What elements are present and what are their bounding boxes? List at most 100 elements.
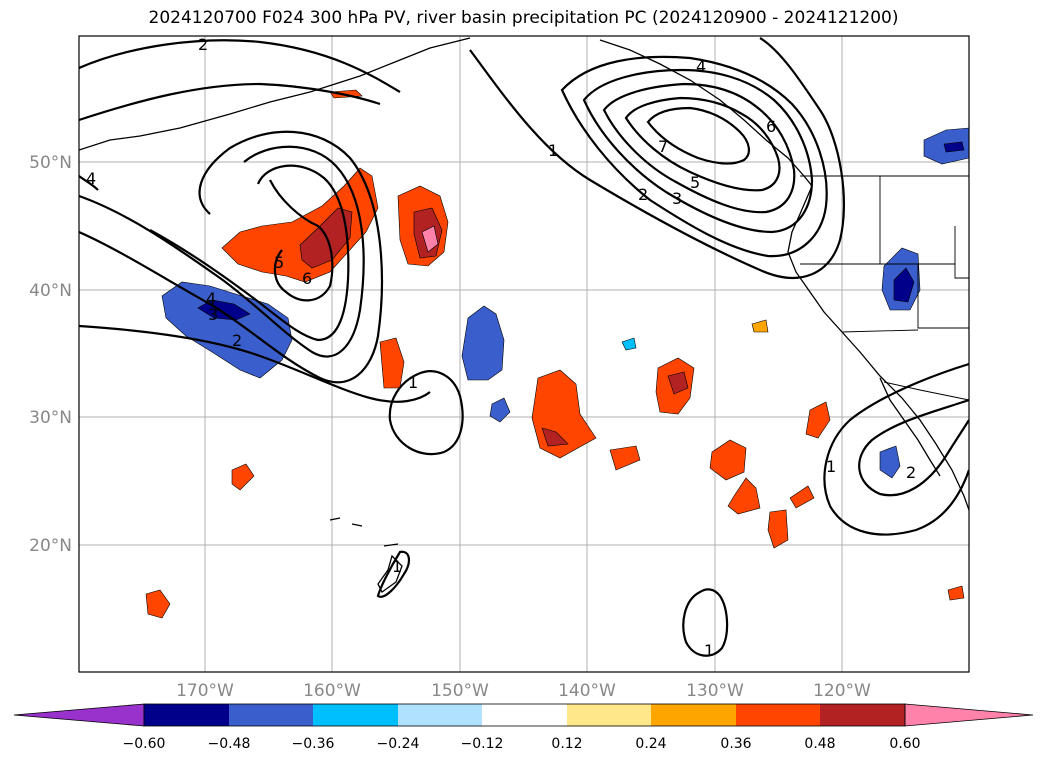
precip-patch-125w-small bbox=[751, 319, 769, 333]
pv-contour-sw-ring bbox=[79, 175, 99, 191]
pv-contour-hawaii-ring bbox=[376, 550, 410, 598]
colorbar-tick-label: −0.48 bbox=[208, 736, 251, 752]
longitude-labels: 170°W 160°W 150°W 140°W 130°W 120°W bbox=[176, 681, 871, 701]
precip-core-negative-113w bbox=[893, 267, 915, 303]
lat-label-40n: 40°N bbox=[29, 281, 72, 301]
precip-patch-110w bbox=[947, 585, 965, 601]
colorbar-tick-label: 0.48 bbox=[804, 736, 835, 752]
precip-patch-157w bbox=[379, 337, 405, 389]
contour-label: 1 bbox=[392, 557, 402, 576]
contour-label: 1 bbox=[704, 641, 714, 660]
precip-patch-negative-135w bbox=[621, 337, 637, 351]
colorbar-tick-label: 0.36 bbox=[720, 736, 751, 752]
precip-patch-negative-116w bbox=[879, 445, 901, 479]
colorbar-low-extension bbox=[13, 703, 145, 727]
colorbar-segment bbox=[482, 704, 567, 726]
contour-label: 2 bbox=[638, 185, 648, 204]
pv-contour-west-outer bbox=[79, 82, 381, 122]
pv-contour-west-ring-2 bbox=[79, 145, 365, 358]
latitude-labels: 50°N 40°N 30°N 20°N bbox=[29, 153, 72, 556]
precip-peak-155w bbox=[421, 225, 439, 253]
colorbar-tick-label: −0.24 bbox=[377, 736, 420, 752]
contour-label: 1 bbox=[826, 457, 836, 476]
contour-label: 4 bbox=[206, 289, 216, 308]
pv-contour-ne-3 bbox=[602, 82, 796, 214]
precip-patch-128w bbox=[709, 439, 747, 481]
colorbar-high-extension bbox=[904, 703, 1034, 727]
precip-patch-north-pacific bbox=[221, 167, 379, 283]
colorbar: −0.60 −0.48 −0.36 −0.24 −0.12 0.12 0.24 … bbox=[13, 703, 1034, 752]
pv-contour-west-1 bbox=[79, 324, 431, 403]
precip-patch-167w bbox=[231, 463, 255, 491]
contour-label: 5 bbox=[274, 253, 284, 272]
pv-contour-west-ring-1 bbox=[79, 130, 383, 384]
lon-label-150w: 150°W bbox=[431, 681, 489, 701]
precip-patch-122w bbox=[805, 401, 831, 439]
lon-label-160w: 160°W bbox=[303, 681, 361, 701]
border-state-lines bbox=[800, 176, 969, 333]
lon-label-130w: 130°W bbox=[686, 681, 744, 701]
contour-label: 2 bbox=[232, 331, 242, 350]
precip-patch-175w bbox=[145, 589, 171, 619]
colorbar-segment bbox=[736, 704, 820, 726]
colorbar-segment bbox=[229, 704, 313, 726]
coastline-hawaii bbox=[329, 517, 403, 593]
contour-label: 6 bbox=[766, 117, 776, 136]
pv-contour-se-outer bbox=[823, 362, 969, 536]
pv-contour-se-inner bbox=[858, 398, 969, 497]
lat-label-50n: 50°N bbox=[29, 153, 72, 173]
precip-patch-negative-147w-small bbox=[489, 397, 511, 423]
pv-contour-south-ring bbox=[682, 588, 729, 657]
plot-frame bbox=[78, 35, 970, 673]
contour-label: 4 bbox=[696, 57, 706, 76]
colorbar-segment bbox=[820, 704, 905, 726]
contour-label: 1 bbox=[408, 373, 418, 392]
contour-label: 7 bbox=[658, 137, 668, 156]
contour-label: 3 bbox=[208, 305, 218, 324]
precip-core-negative-106w bbox=[943, 141, 965, 153]
pv-contours bbox=[79, 37, 969, 657]
colorbar-tick-label: 0.24 bbox=[635, 736, 666, 752]
pv-contour-west-ring-4 bbox=[269, 179, 334, 302]
pv-contour-ne-5 bbox=[646, 106, 750, 165]
pv-contour-west-2 bbox=[79, 39, 401, 93]
precip-patch-negative-147w bbox=[461, 305, 505, 381]
lat-label-20n: 20°N bbox=[29, 536, 72, 556]
precip-positive bbox=[145, 89, 965, 619]
colorbar-tick-label: 0.12 bbox=[551, 736, 582, 752]
precip-patch-127w bbox=[727, 477, 761, 515]
precip-negative bbox=[161, 127, 969, 479]
precip-patch-136w bbox=[609, 445, 641, 471]
colorbar-segment bbox=[567, 704, 651, 726]
contour-label: 1 bbox=[548, 141, 558, 160]
colorbar-tick-label: −0.60 bbox=[123, 736, 166, 752]
contour-label: 3 bbox=[672, 189, 682, 208]
contour-label: 5 bbox=[690, 173, 700, 192]
colorbar-frame bbox=[143, 703, 906, 727]
colorbar-segment bbox=[651, 704, 736, 726]
lon-label-140w: 140°W bbox=[558, 681, 616, 701]
precip-patch-125w bbox=[767, 509, 789, 549]
lon-label-120w: 120°W bbox=[813, 681, 871, 701]
colorbar-tick-label: −0.36 bbox=[292, 736, 335, 752]
colorbar-tick-label: 0.60 bbox=[889, 736, 920, 752]
lon-label-170w: 170°W bbox=[176, 681, 234, 701]
pv-contour-ne-outer bbox=[469, 37, 846, 279]
map-area: 2 4 1 4 6 7 5 2 3 5 6 4 3 2 1 1 1 2 1 bbox=[79, 35, 969, 672]
pv-contour-central-ring bbox=[388, 370, 464, 456]
precip-core-133w bbox=[667, 371, 689, 395]
colorbar-tick-label: −0.12 bbox=[461, 736, 504, 752]
contour-label: 2 bbox=[906, 463, 916, 482]
contour-label: 2 bbox=[198, 35, 208, 54]
border-us-mexico bbox=[883, 381, 969, 401]
coastline-alaska bbox=[79, 37, 471, 151]
precip-core-142w bbox=[541, 427, 569, 447]
gridlines bbox=[79, 36, 969, 672]
contour-label: 6 bbox=[302, 269, 312, 288]
pv-contour-west-ring-3 bbox=[149, 164, 350, 342]
contour-label: 4 bbox=[86, 169, 96, 188]
pv-contour-ne-2 bbox=[582, 68, 814, 234]
pv-contour-ne-4 bbox=[624, 96, 781, 192]
contour-labels: 2 4 1 4 6 7 5 2 3 5 6 4 3 2 1 1 1 2 1 bbox=[86, 35, 916, 660]
